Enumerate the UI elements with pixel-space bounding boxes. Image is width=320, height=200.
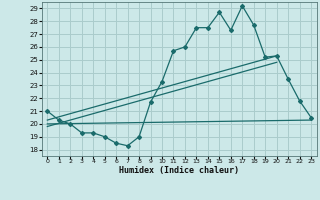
X-axis label: Humidex (Indice chaleur): Humidex (Indice chaleur): [119, 166, 239, 175]
